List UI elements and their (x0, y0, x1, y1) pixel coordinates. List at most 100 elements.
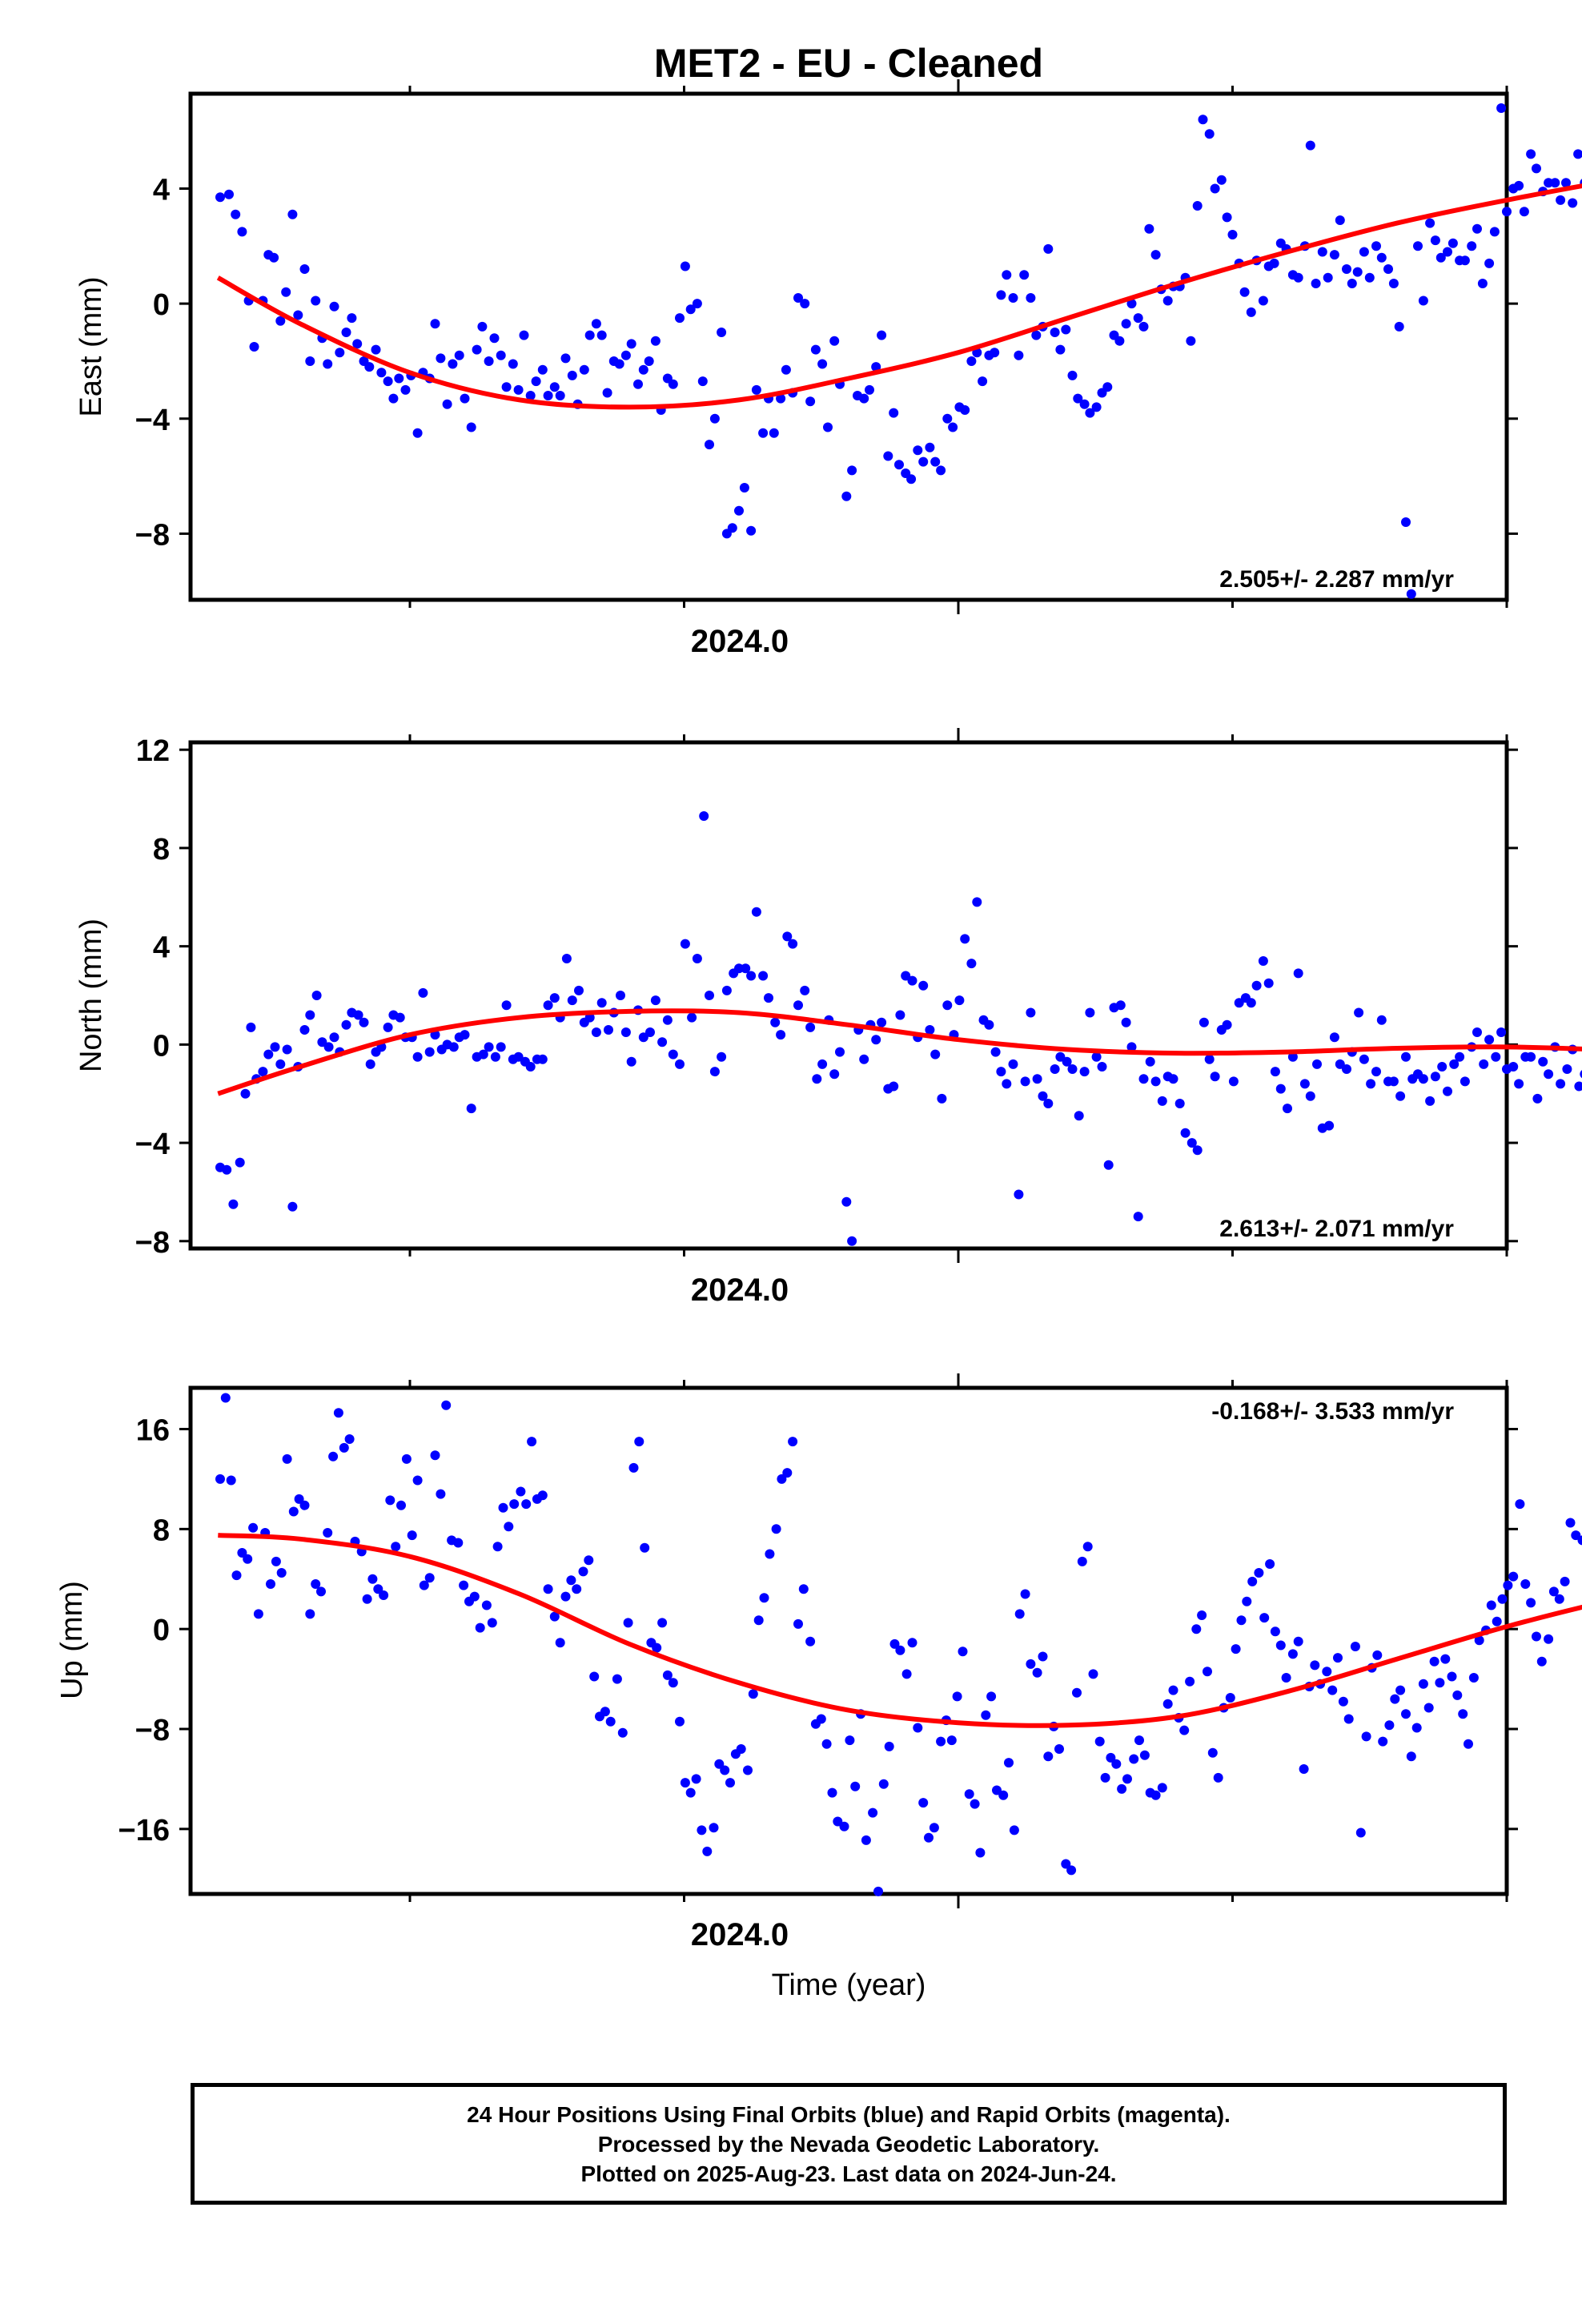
east-data-point (383, 376, 393, 387)
north-panel: 12 8 4 0 −4 −8 North (mm) 2.613+/- 2.071 mm/y… (74, 728, 1582, 1308)
east-data-point (793, 293, 803, 303)
up-data-point (391, 1542, 401, 1552)
north-data-point (1234, 998, 1244, 1008)
up-fit-curve (218, 1533, 1582, 1728)
north-data-point (942, 1000, 953, 1011)
up-data-point (1361, 1731, 1371, 1742)
east-data-point (841, 491, 852, 501)
up-data-point (640, 1542, 650, 1553)
up-data-point (759, 1593, 769, 1603)
up-data-point (1497, 1594, 1508, 1604)
east-data-point (769, 428, 779, 438)
up-data-point (981, 1710, 991, 1720)
up-data-point (344, 1434, 355, 1444)
up-data-point (1032, 1667, 1042, 1678)
east-y-tick-label: 0 (153, 288, 170, 322)
up-data-point (1020, 1589, 1030, 1599)
north-data-point (859, 1054, 869, 1064)
up-data-point (226, 1475, 236, 1486)
up-data-point (1322, 1667, 1332, 1677)
east-data-point (633, 379, 643, 389)
north-data-point (1299, 1079, 1310, 1089)
up-data-point (1355, 1827, 1366, 1838)
east-data-point (734, 505, 744, 516)
chart-title: MET2 - EU - Cleaned (654, 41, 1043, 86)
north-data-point (877, 1017, 887, 1027)
north-data-point (1449, 1059, 1460, 1069)
up-data-point (668, 1678, 678, 1688)
east-data-point (638, 364, 648, 375)
north-data-point (1043, 1099, 1054, 1108)
up-data-point (845, 1735, 855, 1746)
east-data-point (460, 393, 470, 404)
east-data-point (1162, 296, 1173, 306)
east-data-point (1198, 115, 1208, 125)
east-data-point (341, 328, 351, 337)
up-data-point (459, 1580, 469, 1590)
east-data-point (371, 344, 381, 355)
up-data-point (509, 1499, 520, 1510)
up-data-point (572, 1584, 582, 1594)
up-data-point (248, 1522, 259, 1533)
north-data-point (1263, 978, 1274, 988)
east-data-point (1293, 272, 1303, 283)
north-data-point (561, 954, 572, 963)
east-data-point (237, 227, 247, 237)
up-data-point (1384, 1720, 1395, 1731)
north-data-point (424, 1047, 435, 1057)
east-data-point (894, 460, 904, 470)
up-data-point (1548, 1586, 1559, 1597)
up-data-point (215, 1474, 225, 1484)
east-data-point (1329, 250, 1339, 260)
east-data-point (1121, 319, 1131, 329)
up-data-point (1565, 1518, 1576, 1528)
north-data-point (365, 1059, 375, 1069)
up-data-point (1327, 1685, 1338, 1695)
north-data-point (925, 1025, 935, 1035)
north-data-point (650, 995, 661, 1006)
east-fit-curve (216, 183, 1582, 410)
east-data-point (394, 373, 404, 384)
up-data-point (1185, 1676, 1195, 1687)
east-data-point (472, 344, 482, 355)
up-data-point (964, 1789, 974, 1799)
east-data-point (859, 393, 869, 404)
east-data-point (275, 316, 286, 326)
east-data-point (412, 428, 423, 438)
up-data-point (1088, 1669, 1098, 1679)
north-data-point (741, 963, 751, 974)
east-data-point (1447, 238, 1458, 248)
east-data-point (1067, 370, 1078, 380)
up-data-point (821, 1739, 832, 1749)
north-data-point (1479, 1059, 1489, 1069)
up-data-point (918, 1798, 929, 1808)
north-y-tick-label: −8 (135, 1226, 170, 1260)
north-data-point (537, 1054, 548, 1064)
up-data-point (709, 1823, 719, 1833)
up-data-point (419, 1580, 429, 1590)
north-data-point (996, 1067, 1006, 1077)
up-data-point (220, 1393, 231, 1403)
east-data-point (1573, 149, 1582, 159)
footer-line-processed: Processed by the Nevada Geodetic Laborat… (597, 2131, 1100, 2157)
north-data-point (525, 1062, 536, 1072)
east-data-point (705, 440, 714, 450)
north-data-point (1204, 1054, 1215, 1064)
east-data-point (1502, 207, 1512, 217)
north-data-point (258, 1067, 268, 1077)
north-data-point (930, 1049, 941, 1059)
north-data-point (353, 1010, 363, 1020)
up-data-point (662, 1670, 673, 1680)
north-data-point (1472, 1027, 1482, 1037)
east-data-point (1371, 241, 1381, 251)
east-data-point (829, 336, 840, 346)
east-data-point (1317, 247, 1327, 257)
north-data-point (751, 907, 761, 917)
east-data-point (930, 456, 941, 467)
north-data-point (788, 939, 798, 949)
north-data-point (895, 1010, 905, 1020)
north-data-point (275, 1059, 286, 1069)
up-y-tick-label: −16 (118, 1814, 170, 1848)
up-data-point (685, 1787, 696, 1798)
up-data-point (555, 1638, 565, 1648)
